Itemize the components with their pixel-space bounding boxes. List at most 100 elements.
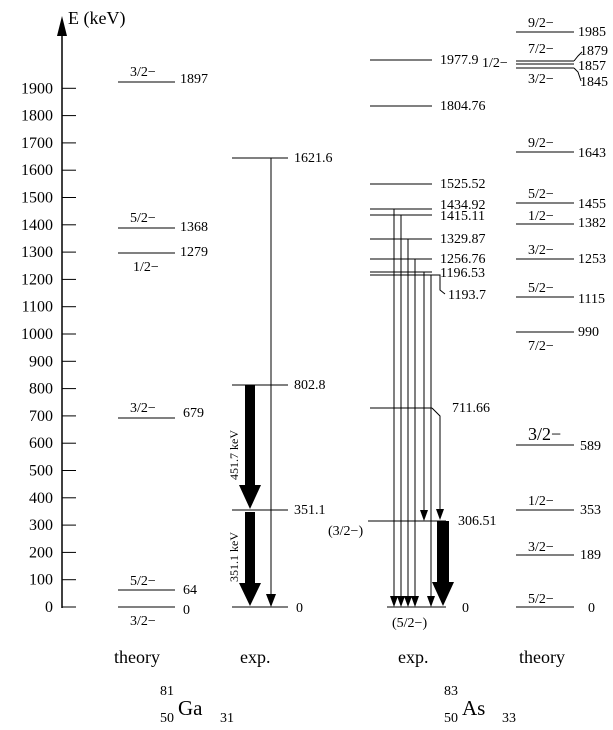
as-transition-306-0-arrowhead (432, 582, 454, 606)
as-transition-1197-306-arrowhead (420, 510, 428, 521)
ga-transition-803-351 (245, 385, 255, 487)
as-theory-spin-990: 7/2− (528, 339, 554, 354)
as-theory-spin-1857: 1/2− (482, 56, 508, 71)
axis-tick-label: 1100 (22, 299, 53, 316)
ga-nucleus-label: 81 50 Ga 31 (160, 684, 234, 726)
axis-tick-label: 1900 (21, 80, 53, 97)
ga-theory-energy-64: 64 (183, 583, 197, 598)
as-theory-leader-1845 (573, 67, 582, 82)
ga-transition-351-0 (245, 512, 255, 584)
axis-tick-label: 700 (29, 408, 53, 425)
as-theory-energy-1643: 1643 (578, 146, 606, 161)
as-theory-energy-1845: 1845 (580, 75, 608, 90)
ga-proton-number: 50 (160, 711, 174, 726)
as-theory-spin-1115: 5/2− (528, 281, 554, 296)
axis-tick-label: 100 (29, 572, 53, 589)
ga-theory-spin-679: 3/2− (130, 401, 156, 416)
as-transition-306-0 (437, 521, 449, 583)
as-theory-column-label: theory (519, 647, 565, 667)
ga-theory-spin-1368: 5/2− (130, 211, 156, 226)
as-exp-spin-0: (5/2−) (392, 616, 427, 631)
as-nucleus-label: 83 50 As 33 (444, 684, 516, 726)
ga-neutron-number: 31 (220, 711, 234, 726)
as-theory-energy-189: 189 (580, 548, 601, 563)
ga-theory-spin-1279: 1/2− (133, 260, 159, 275)
ga-theory-energy-0: 0 (183, 603, 190, 618)
ga-theory-energy-1897: 1897 (180, 72, 208, 87)
as-theory-spin-1879: 7/2− (528, 42, 554, 57)
ga-exp-column-label: exp. (240, 647, 271, 667)
as-exp-energy-1805: 1804.76 (440, 99, 486, 114)
ga-transition-351-0-arrowhead (239, 583, 261, 606)
as-theory-spin-1643: 9/2− (528, 136, 554, 151)
axis-tick-label: 1500 (21, 190, 53, 207)
axis-ticks: 0 100 200 300 400 500 600 700 800 900 1000 1100 1200… (21, 80, 76, 616)
axis-tick-label: 200 (29, 544, 53, 561)
axis-tick-label: 1400 (21, 217, 53, 234)
as-exp-energy-1526: 1525.52 (440, 177, 486, 192)
as-theory-energy-1857: 1857 (578, 59, 606, 74)
as-theory-spin-353: 1/2− (528, 494, 554, 509)
as-theory-spin-1382: 1/2− (528, 209, 554, 224)
as-exp-energy-1330: 1329.87 (440, 232, 486, 247)
as-theory-energy-353: 353 (580, 503, 601, 518)
as-transitions (390, 209, 454, 607)
as-proton-number: 50 (444, 711, 458, 726)
ga-transition-1622-0-arrowhead (266, 594, 276, 607)
ga-theory-column-label: theory (114, 647, 160, 667)
as-theory-spin-1985: 9/2− (528, 16, 554, 31)
as-theory-energy-589: 589 (580, 439, 601, 454)
ga-theory-spin-0: 3/2− (130, 614, 156, 629)
as-transition-1330-0-arrowhead (404, 596, 412, 607)
axis-tick-label: 1800 (21, 108, 53, 125)
as-transition-1193-0-arrowhead (427, 596, 435, 607)
axis-tick-label: 1000 (21, 326, 53, 343)
as-exp-column-label: exp. (398, 647, 429, 667)
as-theory-energy-1879: 1879 (580, 44, 608, 59)
as-exp-energy-306: 306.51 (458, 514, 497, 529)
axis-tick-label: 1200 (21, 271, 53, 288)
axis-tick-label: 400 (29, 490, 53, 507)
as-theory-spin-589: 3/2− (528, 424, 561, 444)
as-theory-spin-1845: 3/2− (528, 72, 554, 87)
as-exp-leader-1193 (432, 274, 446, 295)
ga-exp-energy-803: 802.8 (294, 378, 326, 393)
axis-tick-label: 500 (29, 463, 53, 480)
as-theory-energy-1115: 1115 (578, 292, 605, 307)
as-theory-spin-189: 3/2− (528, 540, 554, 555)
as-theory-spin-1253: 3/2− (528, 243, 554, 258)
axis-tick-label: 1300 (21, 244, 53, 261)
as-theory-energy-0: 0 (588, 601, 595, 616)
axis-tick-label: 800 (29, 381, 53, 398)
as-theory-energy-1985: 1985 (578, 25, 606, 40)
as-exp-energy-1193: 1193.7 (448, 288, 486, 303)
as-exp-energy-1197: 1196.53 (440, 266, 485, 281)
axis-tick-label: 0 (45, 599, 53, 616)
as-theory-energy-1455: 1455 (578, 197, 606, 212)
axis-tick-label: 600 (29, 435, 53, 452)
ga-transition-label-351: 351.1 keV (227, 532, 241, 582)
ga-mass-number: 81 (160, 684, 174, 699)
ga-theory-spin-1897: 3/2− (130, 65, 156, 80)
as-theory-energy-1382: 1382 (578, 216, 606, 231)
as-transition-1435-0-arrowhead (390, 596, 398, 607)
ga-theory-spin-64: 5/2− (130, 574, 156, 589)
ga-symbol: Ga (178, 696, 203, 720)
as-theory-energy-1253: 1253 (578, 252, 606, 267)
ga-exp-energy-1622: 1621.6 (294, 151, 333, 166)
ga-transition-803-351-arrowhead (239, 485, 261, 509)
as-transition-1415-0-arrowhead (397, 596, 405, 607)
ga-transition-label-451: 451.7 keV (227, 430, 241, 480)
as-exp-energy-712: 711.66 (452, 401, 490, 416)
as-theory-spin-0: 5/2− (528, 592, 554, 607)
as-exp-energy-1435: 1434.92 (440, 198, 486, 213)
energy-axis-arrowhead (57, 16, 67, 36)
as-exp-leader-712 (431, 407, 441, 510)
as-symbol: As (462, 696, 485, 720)
as-exp-energy-0: 0 (462, 601, 469, 616)
as-exp-energy-1257: 1256.76 (440, 252, 486, 267)
ga-theory-energy-679: 679 (183, 406, 204, 421)
ga-exp-energy-0: 0 (296, 601, 303, 616)
as-neutron-number: 33 (502, 711, 516, 726)
